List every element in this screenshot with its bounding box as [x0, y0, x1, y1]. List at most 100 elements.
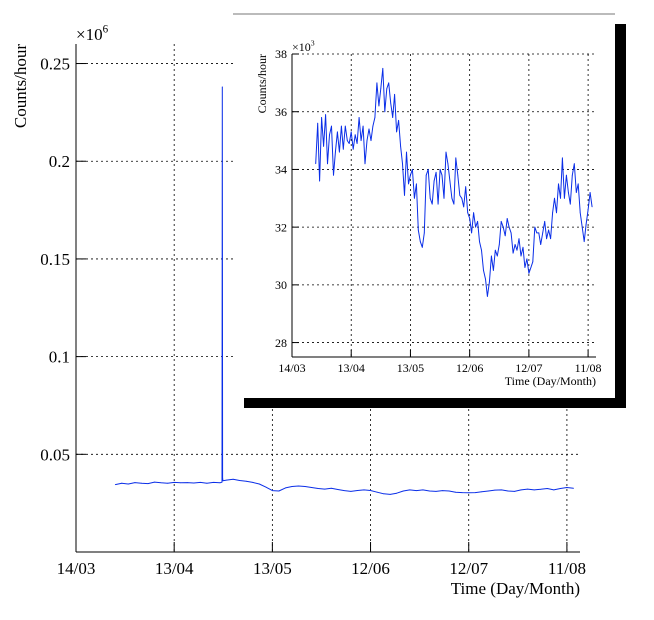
inset-data-point	[589, 192, 591, 193]
inset-data-point	[412, 169, 413, 170]
inset-data-point	[372, 125, 374, 127]
inset-data-point	[558, 183, 559, 185]
inset-data-point	[538, 232, 540, 234]
inset-data-point	[449, 180, 451, 182]
main-data-point	[514, 491, 515, 492]
main-data-point	[213, 482, 214, 483]
inset-data-point	[364, 163, 366, 165]
inset-data-point	[398, 120, 399, 121]
main-data-point	[114, 484, 116, 485]
main-data-point	[222, 477, 224, 479]
main-data-point	[520, 489, 522, 491]
inset-data-point	[504, 235, 506, 237]
inset-data-point	[378, 105, 380, 107]
inset-y-tick-label: 36	[275, 105, 287, 119]
main-y-tick-label: 0.25	[40, 54, 70, 73]
main-x-tick-label: 12/06	[351, 559, 390, 578]
main-data-point	[474, 492, 476, 493]
main-data-point	[344, 490, 345, 491]
main-data-point	[141, 482, 142, 484]
main-data-point	[291, 486, 293, 487]
inset-data-point	[368, 128, 370, 130]
inset-data-point	[380, 88, 382, 89]
inset-data-point	[433, 180, 435, 182]
inset-data-point	[556, 212, 557, 214]
main-data-point	[258, 483, 260, 485]
inset-data-point	[437, 203, 439, 205]
main-x-tick-label: 11/08	[548, 559, 586, 578]
inset-data-point	[447, 163, 449, 165]
inset-data-point	[550, 238, 551, 240]
main-data-point	[501, 489, 502, 491]
main-data-point	[219, 482, 221, 484]
main-data-point	[416, 490, 417, 491]
inset-data-point	[346, 140, 348, 142]
inset-data-point	[323, 145, 324, 147]
inset-data-point	[512, 252, 514, 254]
inset-data-point	[421, 246, 423, 248]
inset-background	[233, 14, 615, 398]
inset-data-point	[463, 206, 465, 208]
main-data-point	[193, 482, 195, 484]
inset-data-point	[390, 102, 392, 104]
inset-data-point	[587, 209, 589, 211]
main-data-point	[376, 491, 378, 493]
main-x-tick-label: 13/05	[253, 559, 292, 578]
main-data-point	[357, 490, 358, 491]
inset-data-point	[498, 244, 500, 245]
inset-data-point	[404, 195, 405, 196]
inset-x-tick-label: 13/05	[397, 361, 424, 375]
main-exponent-power: 6	[103, 23, 109, 35]
inset-data-point	[443, 197, 445, 199]
main-y-tick-label: 0.1	[49, 348, 70, 367]
inset-data-point	[341, 125, 342, 127]
inset-data-point	[485, 278, 486, 280]
inset-data-point	[571, 174, 573, 176]
inset-data-point	[445, 151, 447, 153]
inset-data-point	[396, 131, 397, 133]
inset-data-point	[481, 249, 482, 251]
main-data-point	[455, 491, 456, 493]
main-data-point	[389, 494, 391, 495]
inset-data-point	[427, 169, 429, 170]
inset-data-point	[348, 143, 350, 144]
inset-data-point	[441, 174, 443, 176]
inset-data-point	[431, 203, 433, 205]
inset-data-point	[384, 111, 386, 113]
main-data-point	[566, 487, 568, 488]
inset-data-point	[575, 192, 577, 193]
main-x-tick-label: 14/03	[57, 559, 96, 578]
inset-data-point	[402, 163, 403, 165]
main-x-tick-label: 12/07	[449, 559, 488, 578]
main-data-point	[553, 489, 555, 491]
main-data-point	[304, 486, 306, 487]
main-data-point	[186, 482, 188, 483]
inset-y-axis-title: Counts/hour	[255, 54, 269, 113]
inset-data-point	[542, 232, 544, 234]
inset-data-point	[374, 117, 376, 118]
main-data-point	[383, 493, 384, 495]
inset-data-point	[425, 174, 427, 176]
main-data-point	[252, 482, 254, 483]
main-data-point	[311, 487, 312, 488]
main-data-point	[239, 480, 241, 481]
inset-exponent-label: ×103	[292, 39, 315, 54]
inset-data-point	[518, 238, 520, 240]
main-data-point	[396, 492, 398, 494]
inset-data-point	[577, 183, 579, 185]
main-data-point	[134, 482, 136, 483]
inset-data-point	[534, 226, 536, 228]
main-data-point	[540, 488, 542, 490]
inset-data-point	[514, 244, 516, 245]
main-data-point	[200, 482, 201, 483]
main-y-axis-title: Counts/hour	[11, 44, 30, 128]
inset-data-point	[315, 163, 317, 165]
inset-data-point	[360, 140, 362, 142]
inset-data-point	[362, 125, 364, 127]
main-data-point	[527, 488, 528, 490]
inset-data-point	[453, 203, 455, 205]
main-data-point	[488, 490, 489, 492]
inset-data-point	[356, 143, 358, 144]
